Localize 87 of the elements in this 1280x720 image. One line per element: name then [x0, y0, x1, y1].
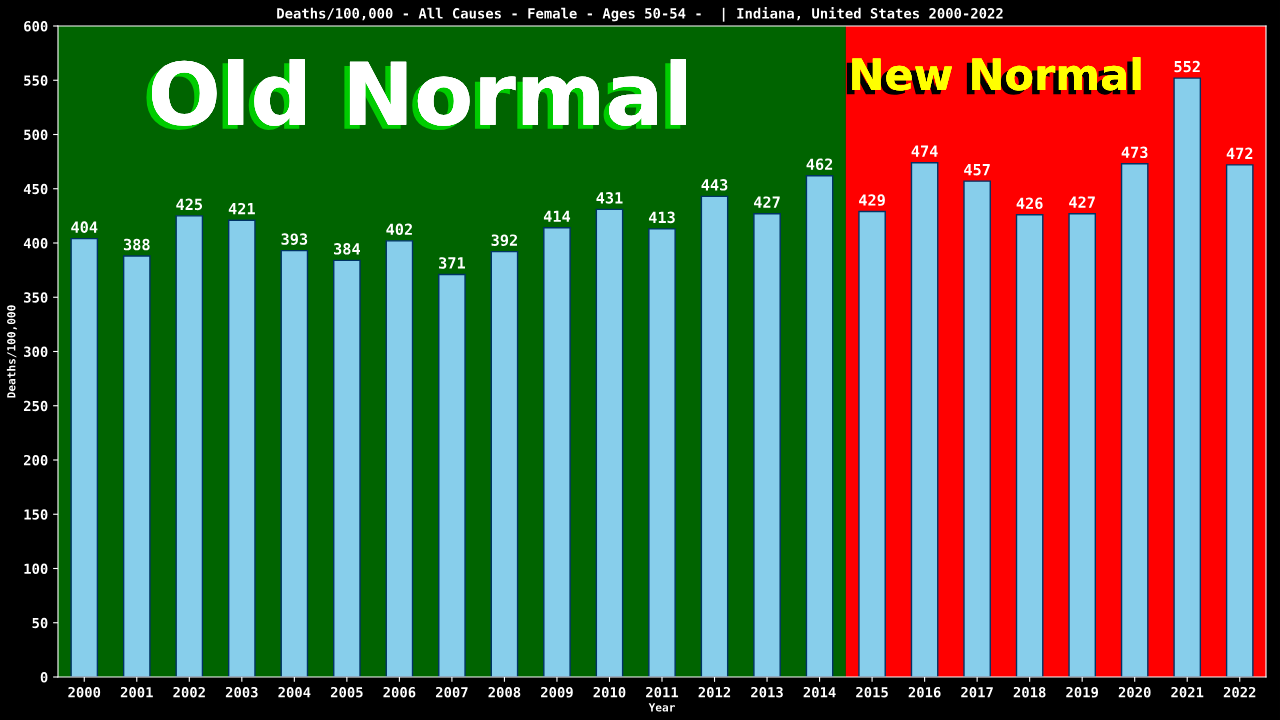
x-tick-label: 2019	[1066, 686, 1099, 698]
y-tick-label: 150	[24, 509, 48, 520]
x-tick-label: 2022	[1223, 686, 1256, 698]
x-axis-title: Year	[648, 703, 675, 712]
data-label: 393	[281, 233, 308, 245]
data-label: 388	[123, 238, 150, 251]
y-tick-label: 350	[24, 292, 48, 303]
bar	[385, 240, 414, 677]
data-label: 472	[1226, 147, 1253, 159]
data-label: 457	[964, 164, 990, 176]
x-tick-label: 2000	[68, 686, 101, 698]
bar	[333, 259, 361, 677]
bar	[1225, 164, 1254, 677]
data-label: 371	[439, 257, 465, 269]
bar	[70, 237, 99, 677]
bar	[700, 195, 729, 677]
y-axis-title: Deaths/100,000	[6, 305, 17, 398]
bar	[228, 219, 256, 677]
band-label: Old Normal	[146, 59, 686, 131]
data-label: 462	[806, 158, 833, 171]
bar	[122, 255, 151, 677]
x-tick-label: 2006	[383, 686, 416, 698]
bar	[805, 175, 834, 677]
data-label: 413	[648, 211, 675, 224]
x-tick-label: 2015	[856, 686, 888, 698]
x-tick-label: 2012	[698, 686, 731, 698]
x-tick-label: 2020	[1118, 686, 1151, 698]
data-label: 427	[754, 196, 780, 208]
bar	[648, 228, 676, 677]
bar	[858, 210, 886, 677]
data-label: 552	[1174, 60, 1200, 73]
y-tick-label: 100	[24, 563, 48, 574]
data-label: 427	[1069, 196, 1095, 208]
data-label: 473	[1121, 146, 1148, 159]
y-tick-label: 0	[40, 671, 48, 683]
y-tick-label: 300	[24, 346, 48, 357]
bar	[543, 227, 571, 677]
x-tick-label: 2016	[908, 686, 941, 698]
data-label: 402	[386, 223, 412, 236]
x-tick-label: 2009	[541, 686, 573, 698]
bar	[175, 215, 204, 677]
x-tick-label: 2017	[961, 686, 993, 698]
y-tick-label: 450	[23, 183, 48, 195]
chart-title: Deaths/100,000 - All Causes - Female - Ages 50-54 - | Indiana, United States 2000-2022	[277, 7, 1003, 22]
bar	[280, 249, 309, 677]
y-tick-label: 250	[23, 400, 48, 412]
bar	[490, 250, 519, 677]
x-tick-label: 2021	[1171, 686, 1204, 698]
y-tick-label: 550	[24, 75, 48, 86]
bar	[753, 213, 781, 677]
data-label: 425	[176, 198, 203, 211]
data-label: 474	[911, 145, 938, 157]
bar	[1015, 214, 1044, 677]
data-label: 404	[71, 221, 98, 233]
bar	[438, 273, 466, 677]
data-label: 384	[334, 243, 360, 255]
x-tick-label: 2008	[488, 686, 521, 698]
y-tick-label: 600	[24, 20, 48, 32]
data-label: 421	[228, 202, 255, 215]
x-tick-label: 2011	[646, 686, 679, 698]
x-tick-label: 2004	[278, 686, 311, 698]
data-label: 443	[701, 179, 728, 191]
x-tick-label: 2014	[803, 686, 836, 698]
data-label: 392	[491, 234, 517, 247]
bar	[1068, 213, 1096, 677]
bar	[963, 180, 991, 677]
x-tick-label: 2005	[330, 686, 363, 698]
x-tick-label: 2010	[593, 686, 626, 698]
bar	[1173, 77, 1202, 677]
y-tick-label: 400	[23, 237, 48, 249]
x-tick-label: 2013	[751, 686, 783, 698]
data-label: 426	[1016, 197, 1043, 210]
x-tick-label: 2003	[225, 686, 258, 698]
y-tick-label: 50	[32, 617, 48, 629]
x-tick-label: 2018	[1013, 686, 1046, 698]
bar	[1120, 163, 1149, 677]
x-tick-label: 2001	[120, 686, 153, 698]
band-label: New Normal	[846, 57, 1141, 95]
bar	[595, 208, 624, 677]
y-tick-label: 500	[24, 129, 48, 140]
bar	[910, 162, 939, 677]
data-label: 414	[543, 210, 571, 222]
y-tick-label: 200	[23, 454, 48, 466]
data-label: 431	[596, 192, 623, 204]
data-label: 429	[859, 194, 885, 206]
x-tick-label: 2002	[173, 686, 205, 698]
x-tick-label: 2007	[435, 686, 468, 698]
